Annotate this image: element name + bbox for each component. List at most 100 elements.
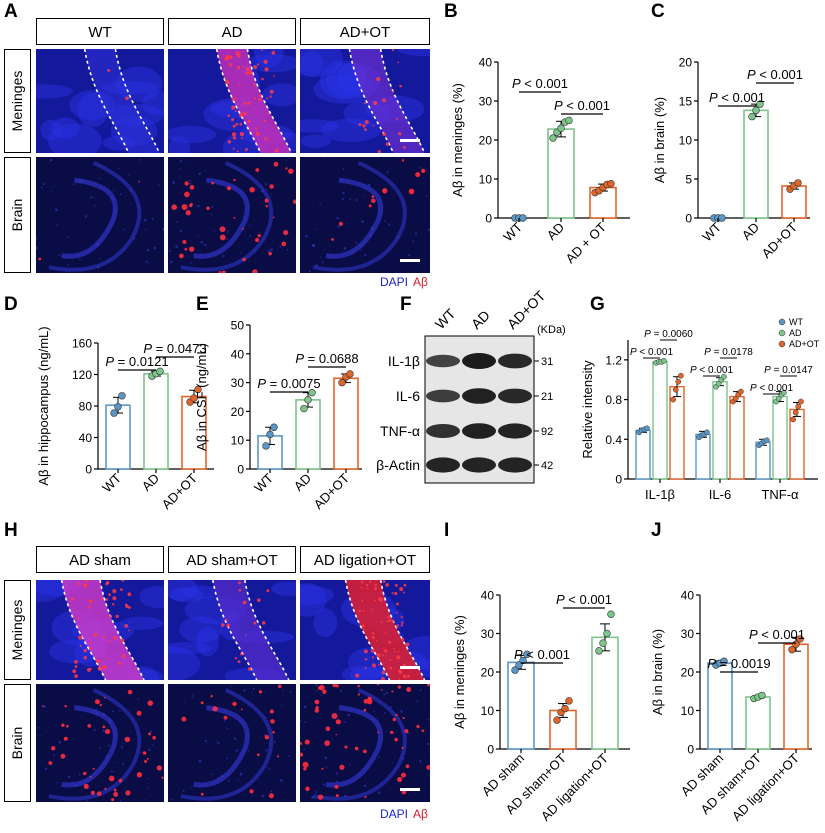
micrograph-a-adot-meninges-abeta-dot [399, 84, 402, 88]
micrograph-a-ad-brain-abeta-plaque [233, 178, 236, 182]
micrograph-h-shamot-meninges-dashed-border [212, 580, 258, 680]
panel-e-data-point [338, 378, 346, 387]
micrograph-a-ad-meninges-abeta-dot [255, 127, 258, 130]
micrograph-h-sham-meninges-abeta-dot [78, 635, 83, 640]
panel-b-data-point [549, 134, 557, 142]
micrograph-a-ad-meninges-abeta-dot [263, 59, 268, 64]
panel-j-bar [707, 662, 733, 750]
micrograph-a-ad-brain-nucleus [198, 172, 202, 175]
panel-d-y-tick-label: 40 [79, 431, 93, 445]
micrograph-h-shamot-brain-nucleus [287, 755, 290, 757]
micrograph-a-ad-brain-abeta-plaque [292, 199, 296, 204]
micrograph-h-ligot-meninges-abeta-dot [401, 621, 404, 624]
micrograph-h-ligot-brain-nucleus [398, 717, 401, 720]
micrograph-h-sham-meninges-abeta-dot [112, 603, 115, 606]
micrograph-h-sham-brain-abeta-plaque [90, 790, 95, 795]
micrograph-h-ligot-brain-nucleus [303, 705, 307, 709]
micrograph-h-shamot-meninges-tissue [168, 641, 212, 655]
micrograph-h-ligot-brain-nucleus [343, 794, 347, 798]
micrograph-h-ligot-brain-nucleus [300, 719, 302, 723]
panel-c-p-value: P < 0.001 [709, 90, 765, 105]
micrograph-a-wt-brain-nucleus [146, 248, 150, 252]
micrograph-a-adot-brain-nucleus [369, 234, 372, 237]
panel-g-data-point [704, 429, 710, 436]
micrograph-h-ligot-meninges-abeta-dot [371, 632, 375, 635]
micrograph-a-ad-brain-nucleus [168, 249, 171, 253]
micrograph-h-ligot-meninges-abeta-dot [363, 649, 368, 654]
panel-e-p-value: P = 0.0075 [257, 376, 320, 391]
micrograph-h-ligot-brain-abeta-plaque [303, 767, 307, 771]
micrograph-h-ligot-meninges-abeta-dot [380, 621, 383, 624]
scale-bar [400, 259, 420, 262]
micrograph-a-ad-meninges-tissue [168, 125, 217, 144]
micrograph-a-ad-meninges-abeta-dot [248, 129, 251, 132]
panel-c-data-point [794, 179, 802, 187]
micrograph-a-adot-brain-abeta-plaque [331, 237, 334, 241]
micrograph-a-ad-brain-nucleus [265, 188, 268, 191]
micrograph-h-ligot-meninges-tissue [300, 585, 335, 606]
micrograph-h-ligot-brain-abeta-plaque [354, 746, 359, 751]
micrograph-a-ad-brain-abeta-plaque [272, 216, 275, 219]
micrograph-a-ad-brain-nucleus [226, 238, 228, 240]
micrograph-h-sham-brain-abeta-plaque [104, 696, 106, 699]
panel-d-x-label: AD [139, 471, 162, 494]
micrograph-h-shamot-meninges-abeta-dot [226, 623, 231, 628]
micrograph-h-ligot-meninges-abeta-dot [374, 599, 377, 602]
micrograph-h-ligot-brain-abeta-plaque [335, 733, 338, 736]
micrograph-a-ad-brain-abeta-plaque [241, 228, 244, 230]
micrograph-h-shamot-meninges-dashed-border [244, 580, 290, 680]
panel-i-y-tick-label: 10 [481, 704, 495, 718]
panel-d-y-tick-label: 120 [72, 368, 92, 382]
panel-i-y-label: Aβ in meninges (%) [452, 615, 467, 729]
micrograph-h-shamot-brain-nucleus [189, 786, 192, 789]
micrograph-a-ad-brain-abeta-plaque [264, 198, 269, 203]
panel-b-y-tick-label: 30 [479, 95, 493, 109]
panel-letter-f: F [400, 294, 412, 315]
panel-e-bar [333, 377, 359, 470]
micrograph-a-adot-meninges-meningeal-band [349, 49, 425, 153]
micrograph-h-sham-brain-abeta-plaque [124, 736, 131, 743]
micrograph-a-adot-brain-nucleus [305, 234, 308, 238]
micrograph-h-sham-meninges-abeta-dot [77, 617, 80, 620]
panel-i-bar [591, 636, 619, 750]
panel-i-data-point [553, 716, 561, 724]
micrograph-h-ligot-brain-nucleus [339, 689, 343, 693]
micrograph-a-ad-meninges-abeta-dot [238, 83, 241, 86]
micrograph-a-ad-brain-nucleus [249, 234, 252, 237]
micrograph-h-ligot-meninges-abeta-dot [397, 650, 400, 653]
micrograph-a-adot-meninges-abeta-dot [385, 142, 390, 146]
micrograph-a-ad-brain-abeta-plaque [188, 246, 195, 252]
micrograph-a-wt-meninges-meningeal-band [84, 49, 160, 153]
micrograph-h-shamot-meninges-abeta-dot [225, 618, 228, 621]
micrograph-a-ad-brain-abeta-plaque [189, 204, 193, 208]
micrograph-a-ad-meninges-tissue [244, 54, 296, 73]
panel-b-data-point [607, 179, 615, 188]
micrograph-a-ad-brain-abeta-plaque [285, 167, 288, 170]
micrograph-h-sham-meninges-abeta-dot [108, 593, 111, 597]
micrograph-a-ad-meninges-abeta-dot [269, 89, 274, 94]
panel-g-y-label: Relative intensity [580, 360, 595, 459]
micrograph-h-ligot-meninges-abeta-dot [370, 649, 375, 653]
micrograph-h-sham-brain-abeta-plaque [152, 735, 156, 740]
panel-d-y-tick-label: 160 [72, 337, 92, 351]
panel-c-data-point [748, 112, 756, 121]
micrograph-h-ligot-meninges-abeta-dot [364, 658, 368, 661]
micrograph-a-ad-brain-abeta-plaque [288, 168, 294, 174]
panelA-header-0: WT [88, 24, 111, 41]
micrograph-h-sham-meninges-abeta-dot [82, 583, 86, 586]
micrograph-a-wt-brain-nucleus [112, 189, 115, 192]
micrograph-a-ad-brain-nucleus [190, 262, 192, 265]
panel-c-data-point [756, 100, 764, 108]
micrograph-h-ligot-meninges-abeta-dot [399, 587, 404, 592]
micrograph-h-ligot-brain-abeta-plaque [392, 717, 397, 722]
micrograph-a-wt-meninges-tissue [40, 119, 62, 141]
micrograph-h-sham-meninges-abeta-dot [112, 589, 117, 594]
micrograph-a-ad-brain-nucleus [253, 249, 256, 251]
micrograph-h-ligot-brain-nucleus [419, 759, 422, 763]
micrograph-h-ligot-meninges-abeta-dot [385, 583, 389, 587]
micrograph-a-wt-meninges [36, 49, 164, 153]
micrograph-a-wt-brain-nucleus [67, 264, 70, 266]
panel-i-y-tick-label: 0 [487, 743, 494, 757]
panel-g-legend-label: AD [789, 328, 802, 338]
micrograph-h-sham-brain-nucleus [102, 729, 106, 733]
